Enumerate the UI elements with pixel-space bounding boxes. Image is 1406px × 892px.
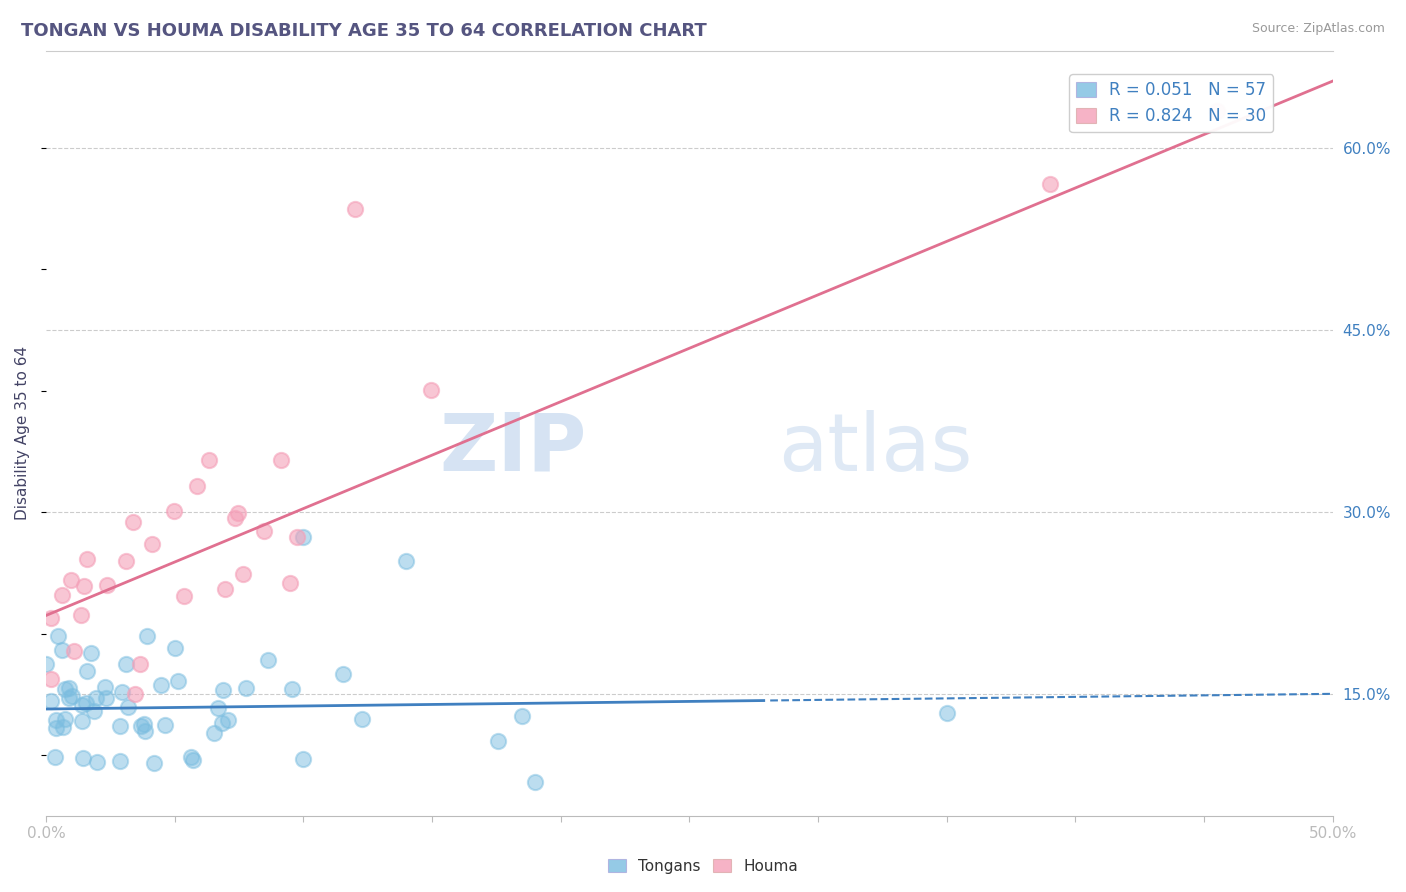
Point bbox=[72, 751, 94, 765]
Point bbox=[143, 756, 166, 770]
Point bbox=[52, 720, 75, 734]
Point bbox=[53, 712, 76, 726]
Point bbox=[129, 657, 152, 672]
Point bbox=[39, 694, 62, 708]
Point bbox=[136, 629, 159, 643]
Point bbox=[44, 749, 66, 764]
Point bbox=[212, 683, 235, 698]
Point bbox=[70, 698, 93, 712]
Point bbox=[58, 690, 80, 705]
Point bbox=[395, 554, 418, 568]
Point bbox=[256, 653, 278, 667]
Point bbox=[132, 717, 155, 731]
Point bbox=[350, 713, 373, 727]
Point bbox=[108, 754, 131, 768]
Point bbox=[935, 706, 957, 720]
Text: ZIP: ZIP bbox=[439, 409, 586, 488]
Text: Source: ZipAtlas.com: Source: ZipAtlas.com bbox=[1251, 22, 1385, 36]
Point bbox=[343, 202, 366, 216]
Point bbox=[270, 453, 292, 467]
Legend: Tongans, Houma: Tongans, Houma bbox=[602, 853, 804, 880]
Point bbox=[84, 691, 107, 706]
Point bbox=[224, 511, 246, 525]
Point bbox=[58, 681, 80, 696]
Point bbox=[150, 678, 173, 692]
Point bbox=[217, 713, 239, 727]
Point bbox=[51, 588, 73, 602]
Point bbox=[332, 666, 354, 681]
Point bbox=[207, 701, 229, 715]
Point bbox=[53, 681, 76, 696]
Point bbox=[86, 755, 108, 769]
Point bbox=[510, 709, 533, 723]
Point bbox=[186, 479, 208, 493]
Point bbox=[253, 524, 276, 538]
Point bbox=[235, 681, 257, 695]
Point bbox=[60, 689, 83, 703]
Text: TONGAN VS HOUMA DISABILITY AGE 35 TO 64 CORRELATION CHART: TONGAN VS HOUMA DISABILITY AGE 35 TO 64 … bbox=[21, 22, 707, 40]
Y-axis label: Disability Age 35 to 64: Disability Age 35 to 64 bbox=[15, 346, 30, 520]
Point bbox=[94, 691, 117, 706]
Point bbox=[180, 749, 202, 764]
Point bbox=[1039, 178, 1062, 192]
Point bbox=[173, 589, 195, 603]
Point bbox=[124, 687, 146, 701]
Point bbox=[75, 697, 97, 711]
Point bbox=[122, 515, 145, 529]
Point bbox=[39, 611, 62, 625]
Point bbox=[281, 681, 304, 696]
Point bbox=[45, 721, 67, 735]
Point bbox=[166, 673, 188, 688]
Point bbox=[70, 714, 93, 728]
Point bbox=[134, 724, 156, 739]
Point bbox=[486, 733, 509, 747]
Text: atlas: atlas bbox=[778, 409, 973, 488]
Point bbox=[419, 383, 441, 397]
Point bbox=[60, 573, 83, 587]
Point bbox=[232, 566, 254, 581]
Point bbox=[141, 537, 163, 551]
Point bbox=[202, 726, 225, 740]
Point bbox=[108, 719, 131, 733]
Point bbox=[111, 685, 134, 699]
Point bbox=[115, 657, 138, 672]
Point bbox=[83, 704, 105, 718]
Point bbox=[129, 719, 152, 733]
Point bbox=[51, 642, 73, 657]
Point bbox=[70, 608, 93, 623]
Point bbox=[48, 629, 70, 643]
Point bbox=[292, 751, 315, 765]
Point bbox=[114, 554, 136, 568]
Point bbox=[76, 664, 98, 678]
Point bbox=[62, 644, 84, 658]
Point bbox=[45, 714, 67, 728]
Point bbox=[96, 577, 118, 591]
Point bbox=[523, 775, 546, 789]
Point bbox=[153, 718, 176, 732]
Point bbox=[79, 646, 101, 660]
Point bbox=[1206, 104, 1229, 119]
Point bbox=[163, 641, 186, 656]
Point bbox=[198, 453, 221, 467]
Legend: R = 0.051   N = 57, R = 0.824   N = 30: R = 0.051 N = 57, R = 0.824 N = 30 bbox=[1069, 74, 1272, 132]
Point bbox=[73, 579, 96, 593]
Point bbox=[35, 657, 58, 671]
Point bbox=[214, 582, 236, 597]
Point bbox=[285, 530, 308, 544]
Point bbox=[211, 715, 233, 730]
Point bbox=[181, 753, 204, 767]
Point bbox=[292, 529, 315, 543]
Point bbox=[93, 680, 115, 694]
Point bbox=[226, 506, 249, 520]
Point bbox=[117, 700, 139, 714]
Point bbox=[76, 552, 98, 566]
Point bbox=[39, 673, 62, 687]
Point bbox=[163, 504, 186, 518]
Point bbox=[280, 575, 302, 590]
